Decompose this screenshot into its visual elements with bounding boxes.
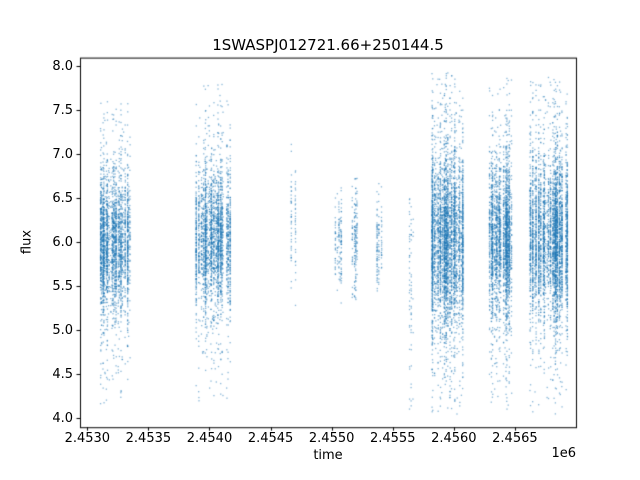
- y-tick-label: 5.0: [52, 322, 73, 338]
- x-axis-label: time: [313, 448, 343, 463]
- y-tick-label: 4.5: [52, 366, 73, 382]
- x-tick-label: 2.4550: [308, 431, 355, 446]
- x-tick-label: 2.4565: [492, 431, 538, 446]
- y-tick-label: 6.5: [52, 190, 73, 206]
- y-tick-label: 4.0: [52, 410, 73, 426]
- x-axis-offset-label: 1e6: [551, 446, 576, 461]
- y-tick-label: 7.0: [52, 146, 73, 162]
- x-tick-label: 2.4560: [431, 431, 477, 446]
- y-tick-label: 6.0: [52, 234, 73, 250]
- x-tick-label: 2.4540: [186, 431, 233, 446]
- x-tick-label: 2.4530: [64, 431, 111, 446]
- chart-title: 1SWASPJ012721.66+250144.5: [212, 36, 444, 54]
- x-tick-label: 2.4545: [247, 431, 294, 446]
- x-tick-label: 2.4555: [369, 431, 416, 446]
- y-tick-label: 5.5: [52, 278, 73, 294]
- y-tick-label: 7.5: [52, 102, 73, 118]
- x-tick-label: 2.4535: [125, 431, 172, 446]
- y-tick-label: 8.0: [52, 58, 73, 74]
